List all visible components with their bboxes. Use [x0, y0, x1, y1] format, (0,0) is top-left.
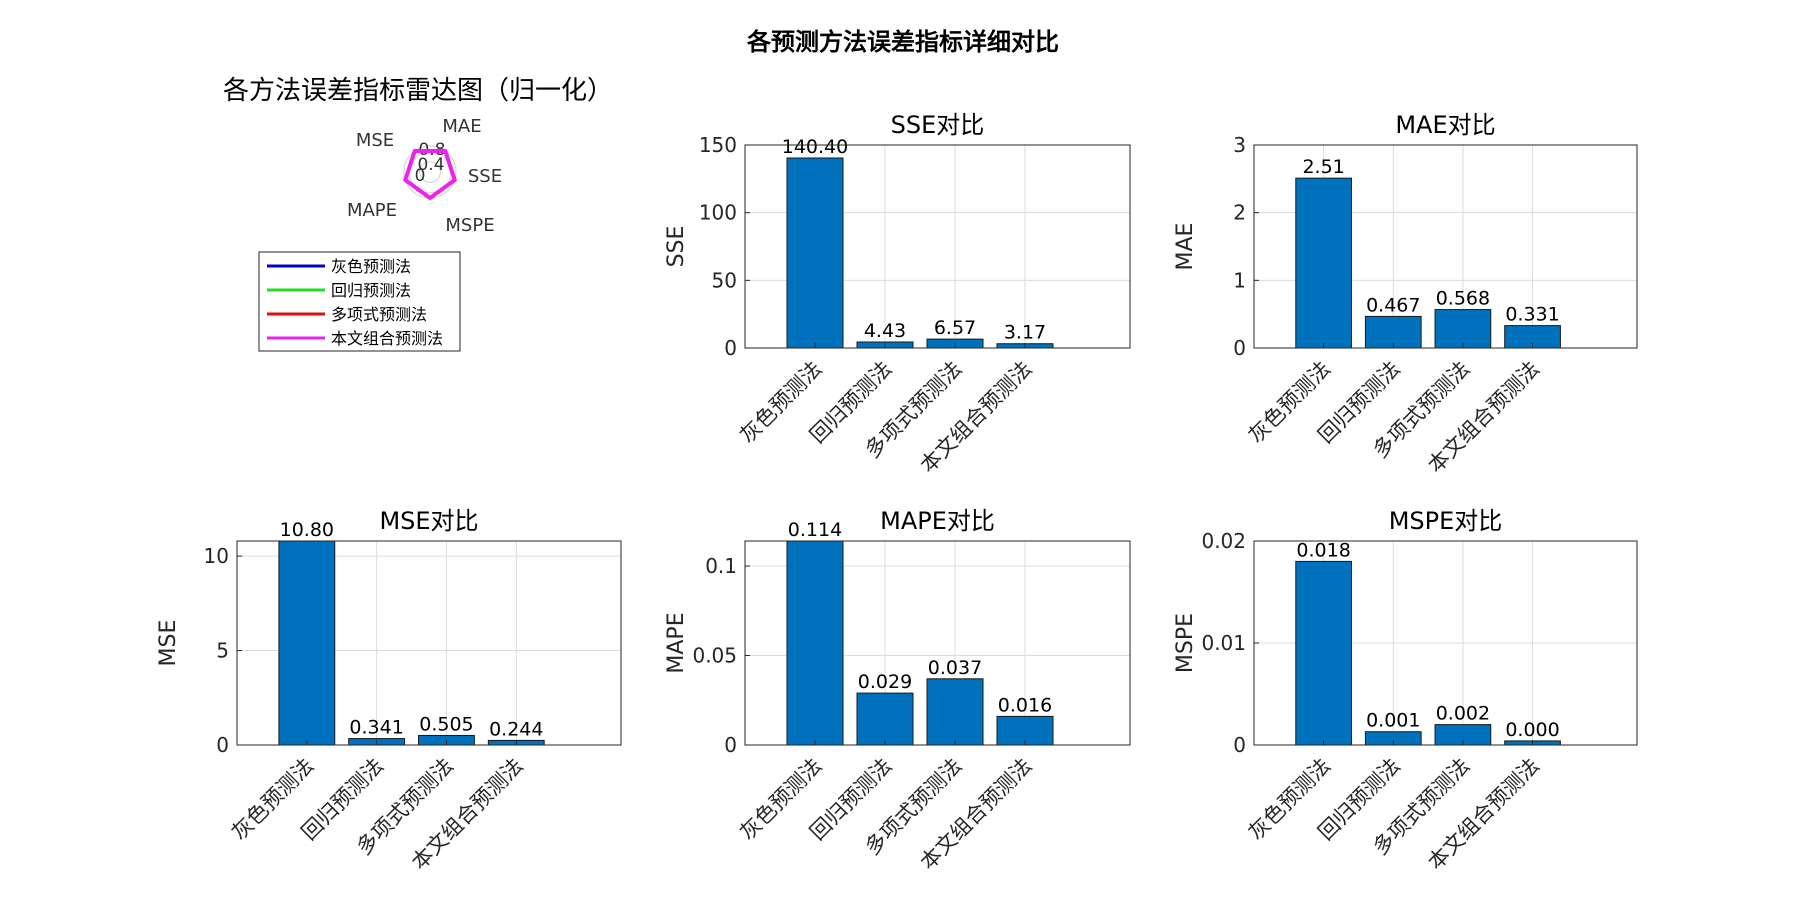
- bar: [1295, 177, 1352, 349]
- legend-label: 回归预测法: [331, 281, 411, 300]
- ytick-label: 5: [216, 639, 229, 663]
- y-axis-label: MAPE: [664, 612, 689, 673]
- axes-box: [236, 540, 622, 746]
- radar-axis-label: MSE: [356, 130, 394, 151]
- ytick-label: 1: [1233, 268, 1246, 292]
- ytick-label: 0: [724, 336, 737, 360]
- data-label: 3.17: [1004, 322, 1046, 344]
- axes-box: [744, 144, 1131, 349]
- axes-title: MAE对比: [1395, 111, 1495, 139]
- data-label: 0.000: [1505, 719, 1559, 741]
- ytick-label: 2: [1233, 201, 1246, 225]
- y-axis-label: SSE: [664, 226, 689, 268]
- ytick-label: 0.01: [1201, 631, 1246, 655]
- axes-box: [1253, 144, 1638, 349]
- axes-box: [744, 540, 1131, 746]
- data-label: 0.467: [1366, 294, 1420, 316]
- axes-title: MAPE对比: [880, 507, 995, 535]
- data-label: 0.018: [1296, 539, 1350, 561]
- radar-axis-label: SSE: [468, 166, 502, 187]
- ytick-label: 0: [1233, 336, 1246, 360]
- radar-rtick: 0.4: [417, 155, 444, 175]
- ytick-label: 0.05: [692, 644, 737, 668]
- bar: [786, 157, 844, 349]
- radar-axis-label: MAE: [442, 116, 481, 137]
- data-label: 0.037: [928, 657, 982, 679]
- figure-title: 各预测方法误差指标详细对比: [746, 28, 1059, 56]
- radar-ring: [419, 161, 441, 183]
- bar-chart-mape: 0.1140.0290.0370.01600.050.1灰色预测法回归预测法多项…: [664, 507, 1131, 874]
- bar-chart-mse: 10.800.341 0.505 0.2440510灰色预测法回归预测法多项式预测法…: [156, 507, 622, 874]
- data-label: 0.331: [1505, 304, 1559, 326]
- y-axis-label: MAE: [1173, 223, 1198, 271]
- radar-rtick: 0: [415, 166, 426, 186]
- radar-chart: 各方法误差指标雷达图（归一化）MAESSEMSPEMAPEMSE00.40.8灰…: [223, 76, 613, 352]
- data-label: 0.002: [1436, 703, 1490, 725]
- data-label: 0.016: [998, 694, 1052, 716]
- ytick-label: 10: [204, 544, 229, 568]
- radar-series-line: [403, 148, 457, 200]
- y-axis-label: MSPE: [1173, 613, 1198, 673]
- axes-title: MSE对比: [379, 507, 478, 535]
- ytick-label: 0.1: [705, 554, 737, 578]
- bar: [278, 540, 336, 746]
- data-label: 0.114: [788, 519, 842, 541]
- ytick-label: 0: [1233, 733, 1246, 757]
- ytick-label: 0: [216, 733, 229, 757]
- radar-title: 各方法误差指标雷达图（归一化）: [223, 76, 613, 106]
- data-label: 2.51: [1302, 156, 1344, 178]
- ytick-label: 3: [1233, 133, 1246, 157]
- data-label: 0.244: [489, 718, 543, 740]
- bar: [1295, 560, 1352, 746]
- data-label: 4.43: [864, 320, 906, 342]
- bar: [786, 540, 844, 746]
- bar-chart-mae: 2.510.467 0.5680.3310123灰色预测法回归预测法多项式预测法本…: [1173, 111, 1638, 477]
- y-axis-label: MSE: [156, 620, 181, 667]
- axes-title: SSE对比: [891, 111, 985, 139]
- legend-box: [258, 251, 461, 352]
- ytick-label: 100: [699, 201, 737, 225]
- legend-label: 多项式预测法: [331, 305, 427, 324]
- bar: [1364, 315, 1422, 349]
- data-label: 0.505: [419, 713, 473, 735]
- data-label: 140.40: [782, 136, 848, 158]
- ytick-label: 0.02: [1201, 529, 1246, 553]
- data-label: 0.029: [858, 671, 912, 693]
- bar: [1434, 309, 1492, 349]
- ytick-label: 150: [699, 133, 737, 157]
- data-label: 0.001: [1366, 710, 1420, 732]
- bar: [856, 692, 914, 746]
- ytick-label: 50: [712, 268, 737, 292]
- radar-axis-label: MSPE: [445, 215, 494, 236]
- axes-title: MSPE对比: [1389, 507, 1503, 535]
- legend-label: 本文组合预测法: [331, 329, 443, 348]
- ytick-label: 0: [724, 733, 737, 757]
- data-label: 0.341: [349, 717, 403, 739]
- legend-label: 灰色预测法: [331, 257, 411, 276]
- bar: [926, 678, 984, 746]
- bar-charts: 140.404.43 6.57 3.17050100150灰色预测法回归预测法多项式…: [156, 111, 1638, 874]
- radar-axis-label: MAPE: [347, 200, 397, 221]
- data-label: 10.80: [280, 519, 334, 541]
- data-label: 6.57: [934, 317, 976, 339]
- data-label: 0.568: [1436, 288, 1490, 310]
- bar-chart-sse: 140.404.43 6.57 3.17050100150灰色预测法回归预测法多项式…: [664, 111, 1131, 477]
